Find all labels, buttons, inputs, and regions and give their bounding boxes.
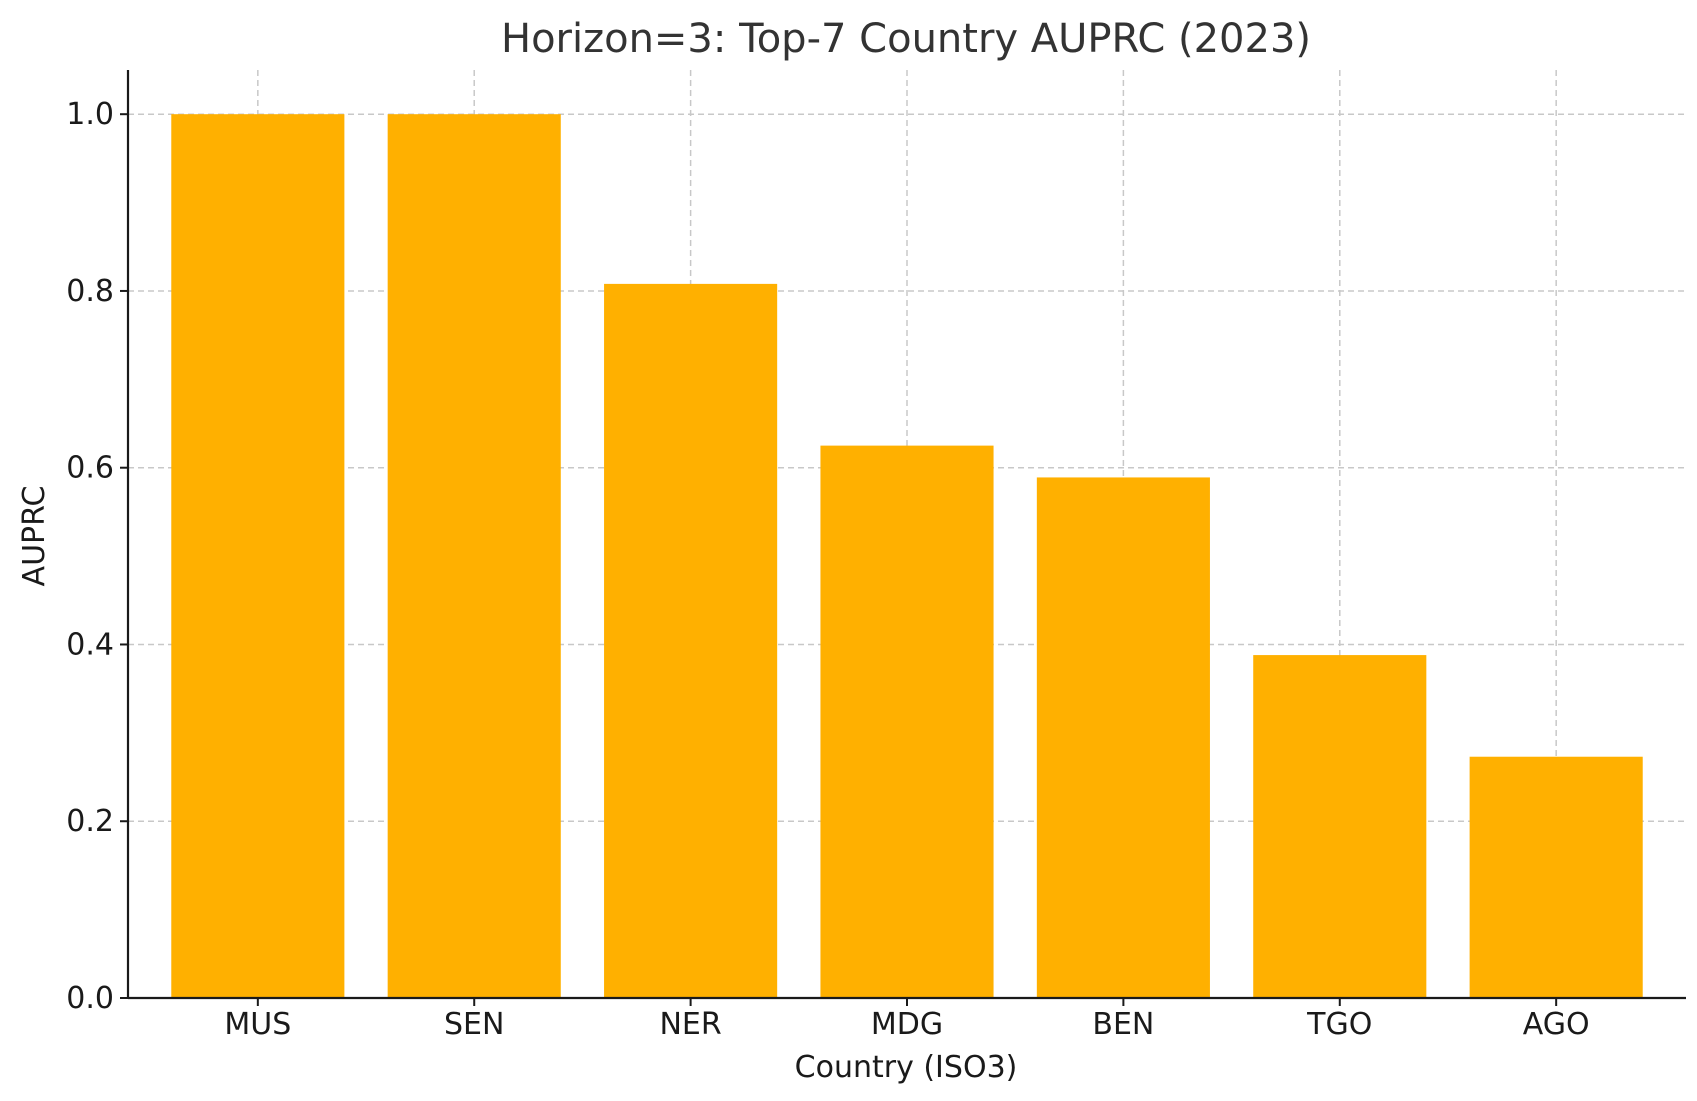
bar-ner bbox=[604, 283, 778, 998]
bar-ago bbox=[1469, 756, 1643, 998]
x-ticks: MUS SEN NER MDG BEN TGO AGO bbox=[224, 998, 1590, 1042]
y-tick-label: 0.6 bbox=[66, 451, 114, 486]
bar-tgo bbox=[1253, 655, 1427, 998]
y-axis-label: AUPRC bbox=[17, 486, 52, 587]
y-tick-label: 0.0 bbox=[66, 981, 114, 1016]
chart-title: Horizon=3: Top-7 Country AUPRC (2023) bbox=[501, 16, 1311, 62]
x-tick-label: BEN bbox=[1092, 1007, 1154, 1042]
y-tick-label: 0.8 bbox=[66, 274, 114, 309]
x-tick-label: MDG bbox=[871, 1007, 943, 1042]
bars bbox=[171, 114, 1643, 999]
x-tick-label: MUS bbox=[224, 1007, 291, 1042]
y-tick-label: 0.2 bbox=[66, 804, 114, 839]
y-tick-label: 0.4 bbox=[66, 627, 114, 662]
y-ticks: 0.0 0.2 0.4 0.6 0.8 1.0 bbox=[66, 97, 128, 1016]
bar-sen bbox=[387, 114, 561, 998]
bar-mus bbox=[171, 114, 345, 998]
x-tick-label: SEN bbox=[444, 1007, 504, 1042]
x-tick-label: NER bbox=[659, 1007, 721, 1042]
y-tick-label: 1.0 bbox=[66, 97, 114, 132]
bar-ben bbox=[1036, 477, 1210, 999]
x-axis-label: Country (ISO3) bbox=[795, 1050, 1018, 1085]
bar-mdg bbox=[820, 445, 994, 999]
x-tick-label: TGO bbox=[1306, 1007, 1372, 1042]
x-tick-label: AGO bbox=[1523, 1007, 1590, 1042]
